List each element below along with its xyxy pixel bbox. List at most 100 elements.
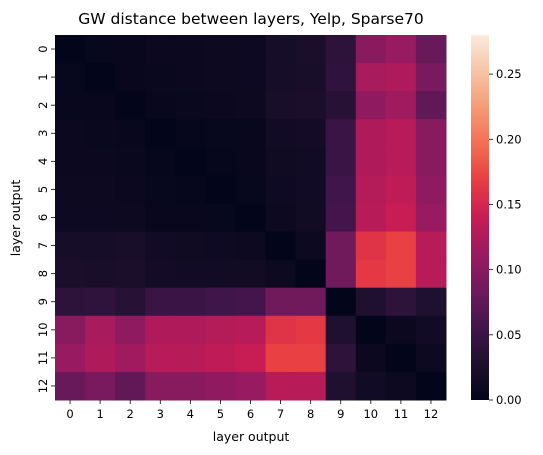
heatmap-cell bbox=[385, 91, 417, 120]
heatmap-cell bbox=[295, 287, 327, 317]
colorbar-ticks: 0.00 0.05 0.10 0.15 0.20 0.25 bbox=[489, 67, 522, 407]
heatmap-cell bbox=[115, 287, 146, 317]
heatmap-cell bbox=[295, 343, 327, 373]
heatmap-cell bbox=[115, 203, 146, 233]
colorbar bbox=[471, 35, 489, 400]
heatmap-cell bbox=[115, 63, 146, 92]
y-axis-label: layer output bbox=[8, 180, 23, 257]
x-tick-label: 2 bbox=[127, 407, 134, 421]
heatmap-cell bbox=[265, 203, 297, 233]
heatmap-cell bbox=[385, 147, 417, 176]
heatmap-cell bbox=[145, 63, 176, 92]
heatmap-cell bbox=[145, 147, 176, 176]
heatmap-cell bbox=[295, 231, 327, 261]
y-tick-label: 1 bbox=[36, 73, 50, 80]
heatmap-cell bbox=[175, 91, 206, 120]
heatmap-cell bbox=[415, 287, 447, 317]
heatmap-cell bbox=[235, 315, 267, 345]
heatmap-cell bbox=[115, 231, 146, 261]
heatmap-cell bbox=[385, 175, 417, 204]
heatmap-cell bbox=[175, 35, 206, 64]
y-tick-label: 0 bbox=[36, 45, 50, 52]
heatmap-cell bbox=[385, 315, 417, 345]
colorbar-tick-label: 0.15 bbox=[496, 197, 522, 211]
heatmap-cell bbox=[175, 259, 206, 289]
heatmap-cell bbox=[355, 63, 387, 92]
heatmap-cell bbox=[235, 203, 267, 233]
heatmap-cell bbox=[55, 91, 86, 120]
heatmap-cell bbox=[295, 315, 327, 345]
y-tick-label: 10 bbox=[36, 322, 50, 337]
heatmap-cell bbox=[415, 91, 447, 120]
heatmap-cell bbox=[235, 343, 267, 373]
y-tick-label: 6 bbox=[36, 214, 50, 221]
heatmap-cell bbox=[55, 259, 86, 289]
heatmap-cell bbox=[115, 343, 146, 373]
heatmap-cell bbox=[235, 91, 267, 120]
colorbar-tick-label: 0.00 bbox=[496, 393, 522, 407]
heatmap-cell bbox=[85, 231, 116, 261]
heatmap-cell bbox=[205, 231, 236, 261]
y-tick-label: 2 bbox=[36, 102, 50, 109]
heatmap-cell bbox=[145, 35, 176, 64]
heatmap-cell bbox=[205, 147, 236, 176]
heatmap-cell bbox=[415, 147, 447, 176]
heatmap-cell bbox=[385, 203, 417, 233]
heatmap-cell bbox=[145, 259, 176, 289]
heatmap-cell bbox=[355, 343, 387, 373]
x-axis-label: layer output bbox=[213, 429, 290, 444]
heatmap-cell bbox=[325, 259, 357, 289]
heatmap-cell bbox=[385, 371, 417, 401]
heatmap-cell bbox=[55, 343, 86, 373]
heatmap-cell bbox=[265, 91, 297, 120]
heatmap-cell bbox=[355, 147, 387, 176]
heatmap-cell bbox=[355, 91, 387, 120]
y-tick-label: 4 bbox=[36, 158, 50, 165]
heatmap-cell bbox=[325, 231, 357, 261]
heatmap-cell bbox=[55, 287, 86, 317]
x-tick-label: 3 bbox=[157, 407, 164, 421]
x-tick-label: 8 bbox=[307, 407, 314, 421]
heatmap-cell bbox=[115, 315, 146, 345]
heatmap-cell bbox=[55, 119, 86, 148]
heatmap-cell bbox=[145, 231, 176, 261]
x-tick-label: 10 bbox=[363, 407, 378, 421]
heatmap-cell bbox=[55, 371, 86, 401]
y-tick-label: 9 bbox=[36, 298, 50, 305]
heatmap-cell bbox=[205, 63, 236, 92]
heatmap-cell bbox=[355, 203, 387, 233]
heatmap-cell bbox=[385, 287, 417, 317]
heatmap-cell bbox=[235, 259, 267, 289]
heatmap-cell bbox=[415, 259, 447, 289]
heatmap-cell bbox=[145, 203, 176, 233]
heatmap-cell bbox=[145, 315, 176, 345]
heatmap-cell bbox=[235, 231, 267, 261]
heatmap-cell bbox=[355, 259, 387, 289]
heatmap-cell bbox=[235, 175, 267, 204]
heatmap-cell bbox=[385, 259, 417, 289]
heatmap-cell bbox=[235, 147, 267, 176]
heatmap-cell bbox=[85, 371, 116, 401]
heatmap-cell bbox=[295, 147, 327, 176]
heatmap-cell bbox=[295, 203, 327, 233]
heatmap-cell bbox=[235, 35, 267, 64]
heatmap-cell bbox=[295, 175, 327, 204]
heatmap-cell bbox=[205, 91, 236, 120]
y-tick-label: 8 bbox=[36, 270, 50, 277]
heatmap-cell bbox=[115, 119, 146, 148]
heatmap-cell bbox=[115, 147, 146, 176]
heatmap-cell bbox=[85, 63, 116, 92]
heatmap-cell bbox=[85, 35, 116, 64]
heatmap-cell bbox=[205, 371, 236, 401]
heatmap-cell bbox=[205, 287, 236, 317]
heatmap-cell bbox=[85, 119, 116, 148]
heatmap-cell bbox=[325, 35, 357, 64]
heatmap-cell bbox=[85, 315, 116, 345]
heatmap-cell bbox=[175, 315, 206, 345]
heatmap-cell bbox=[355, 287, 387, 317]
chart-title: GW distance between layers, Yelp, Sparse… bbox=[78, 10, 423, 28]
y-tick-label: 12 bbox=[36, 379, 50, 394]
heatmap-cell bbox=[415, 203, 447, 233]
heatmap-cell bbox=[265, 259, 297, 289]
